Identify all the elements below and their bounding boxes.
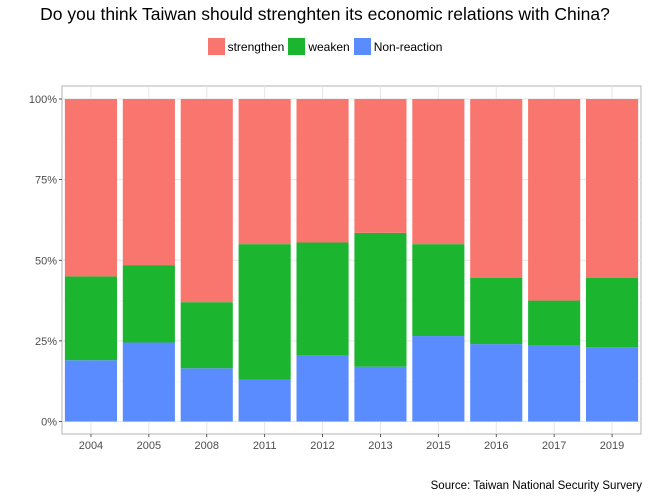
bar-weaken-2004	[64, 276, 118, 361]
legend-label-weaken: weaken	[308, 39, 350, 54]
legend: strengthen weaken Non-reaction	[0, 38, 650, 55]
bar-non-reaction-2016	[470, 344, 523, 422]
bar-weaken-2015	[412, 244, 465, 337]
x-tick-label-2012: 2012	[310, 440, 334, 452]
bar-strengthen-2019	[585, 99, 639, 278]
bar-weaken-2017	[528, 300, 581, 346]
y-tick-label: 50%	[35, 255, 57, 267]
bar-weaken-2005	[122, 265, 175, 343]
legend-label-strengthen: strengthen	[227, 39, 285, 54]
legend-key-non-reaction	[353, 38, 371, 55]
bar-non-reaction-2013	[354, 366, 407, 422]
bar-non-reaction-2015	[412, 336, 465, 422]
bar-weaken-2012	[296, 242, 349, 356]
bar-non-reaction-2012	[296, 355, 349, 422]
bar-weaken-2013	[354, 232, 407, 367]
bar-non-reaction-2019	[585, 347, 639, 422]
bar-non-reaction-2004	[64, 360, 118, 422]
x-tick-label-2011: 2011	[253, 440, 277, 452]
x-tick-label-2004: 2004	[79, 440, 103, 452]
bar-weaken-2011	[238, 244, 291, 380]
x-tick-label-2005: 2005	[137, 440, 161, 452]
legend-item-strengthen: strengthen	[207, 38, 285, 55]
bar-weaken-2008	[180, 302, 233, 369]
bar-weaken-2019	[585, 277, 639, 348]
legend-key-weaken	[288, 38, 306, 55]
y-tick-label: 0%	[41, 417, 57, 429]
x-tick-label-2008: 2008	[195, 440, 219, 452]
source-caption: Source: Taiwan National Security Survery	[430, 480, 642, 492]
legend-item-weaken: weaken	[288, 38, 350, 55]
bar-non-reaction-2005	[122, 342, 175, 422]
bar-strengthen-2016	[470, 99, 523, 278]
bar-weaken-2016	[470, 277, 523, 345]
bar-strengthen-2004	[64, 99, 118, 277]
bar-strengthen-2011	[238, 99, 291, 245]
x-tick-label-2013: 2013	[368, 440, 392, 452]
chart-title: Do you think Taiwan should strenghten it…	[40, 4, 610, 24]
y-tick-label: 75%	[35, 175, 57, 187]
bar-strengthen-2013	[354, 99, 407, 233]
bar-strengthen-2015	[412, 99, 465, 245]
x-tick-label-2015: 2015	[426, 440, 450, 452]
legend-item-non-reaction: Non-reaction	[353, 38, 443, 55]
y-tick-label: 100%	[29, 94, 57, 106]
bar-strengthen-2008	[180, 99, 233, 303]
bar-strengthen-2005	[122, 99, 175, 266]
bar-non-reaction-2011	[238, 379, 291, 422]
x-tick-label-2016: 2016	[484, 440, 508, 452]
legend-label-non-reaction: Non-reaction	[373, 39, 443, 54]
x-tick-label-2019: 2019	[600, 440, 624, 452]
bar-non-reaction-2017	[528, 345, 581, 422]
legend-key-strengthen	[207, 38, 225, 55]
y-tick-label: 25%	[35, 336, 57, 348]
x-tick-label-2017: 2017	[542, 440, 566, 452]
bar-strengthen-2017	[528, 99, 581, 301]
bar-strengthen-2012	[296, 99, 349, 243]
bar-non-reaction-2008	[180, 368, 233, 422]
